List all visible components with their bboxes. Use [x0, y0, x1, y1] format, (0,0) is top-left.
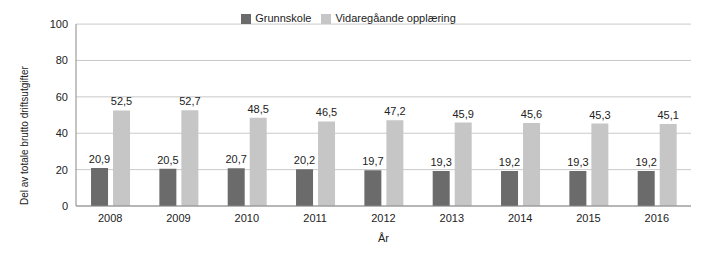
svg-text:48,5: 48,5 [247, 103, 268, 115]
svg-text:45,6: 45,6 [521, 108, 542, 120]
svg-text:52,7: 52,7 [179, 95, 200, 107]
svg-text:52,5: 52,5 [111, 95, 132, 107]
svg-text:20,7: 20,7 [225, 153, 246, 165]
svg-text:År: År [378, 232, 389, 244]
svg-text:2008: 2008 [98, 212, 122, 224]
html-text:Vidaregåande opplæring: Vidaregåande opplæring [335, 12, 456, 24]
svg-text:2014: 2014 [508, 212, 532, 224]
svg-text:45,3: 45,3 [589, 109, 610, 121]
svg-text:Del av totale brutto driftsutg: Del av totale brutto driftsutgifter [19, 65, 30, 205]
svg-text:19,2: 19,2 [635, 156, 656, 168]
svg-text:2013: 2013 [440, 212, 464, 224]
svg-text:47,2: 47,2 [384, 105, 405, 117]
svg-text:80: 80 [56, 54, 68, 66]
svg-text:2015: 2015 [576, 212, 600, 224]
html-text:Grunnskole: Grunnskole [255, 12, 312, 24]
svg-text:2010: 2010 [235, 212, 259, 224]
svg-text:2016: 2016 [645, 212, 669, 224]
svg-text:19,2: 19,2 [499, 156, 520, 168]
svg-text:45,1: 45,1 [657, 109, 678, 121]
svg-text:100: 100 [50, 18, 68, 30]
svg-text:46,5: 46,5 [316, 106, 337, 118]
svg-text:2009: 2009 [166, 212, 190, 224]
svg-text:40: 40 [56, 127, 68, 139]
svg-text:20,5: 20,5 [157, 154, 178, 166]
svg-text:2011: 2011 [303, 212, 327, 224]
svg-text:19,3: 19,3 [430, 156, 451, 168]
svg-text:45,9: 45,9 [452, 108, 473, 120]
svg-text:2012: 2012 [371, 212, 395, 224]
svg-text:20,2: 20,2 [294, 154, 315, 166]
svg-text:20,9: 20,9 [89, 153, 110, 165]
svg-text:19,7: 19,7 [362, 155, 383, 167]
svg-text:0: 0 [62, 200, 68, 212]
svg-text:19,3: 19,3 [567, 156, 588, 168]
svg-text:20: 20 [56, 164, 68, 176]
svg-text:60: 60 [56, 91, 68, 103]
